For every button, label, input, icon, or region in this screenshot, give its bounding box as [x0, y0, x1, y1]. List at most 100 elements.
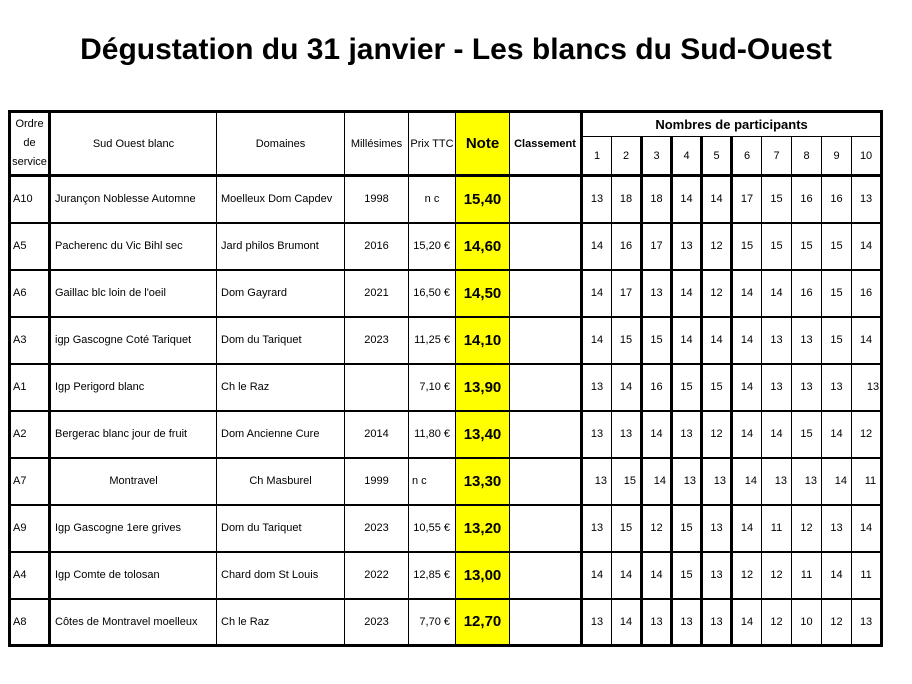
participant-score-cell: 12: [850, 410, 883, 459]
participant-score-cell: 14: [611, 363, 642, 412]
ordre-de-service-cell: A10: [9, 175, 51, 224]
participant-score-cell: 16: [821, 175, 852, 224]
participant-score-cell: 13: [670, 410, 702, 459]
note-cell: 14,10: [455, 316, 510, 365]
participant-score-cell: 15: [761, 222, 792, 271]
participant-score-cell: 13: [821, 504, 852, 553]
prix-ttc-cell: 11,80 €: [408, 410, 456, 459]
table-row: A1 Igp Perigord blanc Ch le Raz 7,10 €13,90…: [9, 363, 883, 412]
participant-score-cell: 13: [700, 457, 732, 506]
header-participant-3: 3: [640, 136, 672, 177]
participant-score-cell: 14: [700, 316, 732, 365]
participant-score-cell: 13: [670, 457, 702, 506]
participant-score-cell: 11: [850, 457, 883, 506]
note-cell: 13,40: [455, 410, 510, 459]
participant-score-cell: 14: [580, 551, 612, 600]
wine-name-cell: Bergerac blanc jour de fruit: [49, 410, 217, 459]
classement-cell: [509, 551, 582, 600]
header-participant-10: 10: [850, 136, 883, 177]
wine-name-cell: Igp Comte de tolosan: [49, 551, 217, 600]
participant-score-cell: 14: [821, 410, 852, 459]
header-sud-ouest-blanc: Sud Ouest blanc: [49, 111, 217, 177]
header-participant-6: 6: [730, 136, 762, 177]
participant-score-cell: 12: [791, 504, 822, 553]
wine-name-cell: Pacherenc du Vic Bihl sec: [49, 222, 217, 271]
header-participant-2: 2: [611, 136, 642, 177]
participant-score-cell: 12: [761, 551, 792, 600]
millesime-cell: 2023: [344, 598, 409, 647]
millesime-cell: 2016: [344, 222, 409, 271]
participant-score-cell: 15: [700, 363, 732, 412]
participant-score-cell: 14: [850, 222, 883, 271]
participant-score-cell: 14: [730, 410, 762, 459]
participant-score-cell: 13: [850, 175, 883, 224]
domaine-cell: Ch le Raz: [216, 598, 345, 647]
domaine-cell: Dom du Tariquet: [216, 504, 345, 553]
classement-cell: [509, 175, 582, 224]
classement-cell: [509, 457, 582, 506]
prix-ttc-cell: n c: [408, 457, 456, 506]
millesime-cell: 2023: [344, 504, 409, 553]
table-body: A10 Jurançon Noblesse Automne Moelleux Dom…: [9, 175, 883, 647]
participant-score-cell: 14: [730, 457, 762, 506]
prix-ttc-cell: 11,25 €: [408, 316, 456, 365]
millesime-cell: 2021: [344, 269, 409, 318]
participant-score-cell: 13: [640, 598, 672, 647]
participant-score-cell: 14: [670, 269, 702, 318]
header-note: Note: [455, 111, 510, 177]
tasting-table: Ordre de service Sud Ouest blanc Domaine…: [8, 110, 884, 647]
participant-score-cell: 13: [700, 551, 732, 600]
participant-score-cell: 14: [640, 457, 672, 506]
header-participant-1: 1: [580, 136, 612, 177]
participant-score-cell: 16: [791, 269, 822, 318]
domaine-cell: Dom du Tariquet: [216, 316, 345, 365]
ordre-de-service-cell: A9: [9, 504, 51, 553]
participant-score-cell: 15: [670, 504, 702, 553]
ordre-de-service-cell: A5: [9, 222, 51, 271]
participant-score-cell: 16: [640, 363, 672, 412]
note-cell: 13,20: [455, 504, 510, 553]
participant-score-cell: 13: [761, 316, 792, 365]
note-cell: 13,90: [455, 363, 510, 412]
participant-score-cell: 13: [791, 457, 822, 506]
ordre-de-service-cell: A3: [9, 316, 51, 365]
participant-score-cell: 16: [791, 175, 822, 224]
table-row: A8 Côtes de Montravel moelleux Ch le Raz 20…: [9, 598, 883, 647]
wine-name-cell: Jurançon Noblesse Automne: [49, 175, 217, 224]
classement-cell: [509, 269, 582, 318]
header-participant-8: 8: [791, 136, 822, 177]
participant-score-cell: 14: [611, 551, 642, 600]
participant-score-cell: 15: [670, 363, 702, 412]
header-domaines: Domaines: [216, 111, 345, 177]
participant-score-cell: 14: [611, 598, 642, 647]
participant-score-cell: 14: [850, 504, 883, 553]
participant-score-cell: 13: [761, 363, 792, 412]
participant-score-cell: 15: [640, 316, 672, 365]
participant-score-cell: 16: [611, 222, 642, 271]
wine-name-cell: igp Gascogne Coté Tariquet: [49, 316, 217, 365]
participant-score-cell: 12: [761, 598, 792, 647]
participant-score-cell: 17: [611, 269, 642, 318]
participant-score-cell: 15: [730, 222, 762, 271]
page-title: Dégustation du 31 janvier - Les blancs d…: [80, 33, 832, 66]
page: Dégustation du 31 janvier - Les blancs d…: [0, 30, 912, 647]
participant-score-cell: 15: [821, 316, 852, 365]
table-row: A2 Bergerac blanc jour de fruit Dom Ancien…: [9, 410, 883, 459]
note-cell: 12,70: [455, 598, 510, 647]
participant-score-cell: 13: [640, 269, 672, 318]
participant-score-cell: 14: [730, 363, 762, 412]
header-participant-4: 4: [670, 136, 702, 177]
prix-ttc-cell: 7,70 €: [408, 598, 456, 647]
note-cell: 13,30: [455, 457, 510, 506]
ordre-de-service-cell: A8: [9, 598, 51, 647]
participant-score-cell: 14: [761, 410, 792, 459]
ordre-de-service-cell: A7: [9, 457, 51, 506]
millesime-cell: 2014: [344, 410, 409, 459]
table-header: Ordre de service Sud Ouest blanc Domaine…: [9, 111, 883, 177]
domaine-cell: Chard dom St Louis: [216, 551, 345, 600]
wine-name-cell: Montravel: [49, 457, 217, 506]
participant-score-cell: 12: [700, 222, 732, 271]
participant-score-cell: 14: [761, 269, 792, 318]
participant-score-cell: 11: [850, 551, 883, 600]
table-row: A9 Igp Gascogne 1ere grives Dom du Tarique…: [9, 504, 883, 553]
